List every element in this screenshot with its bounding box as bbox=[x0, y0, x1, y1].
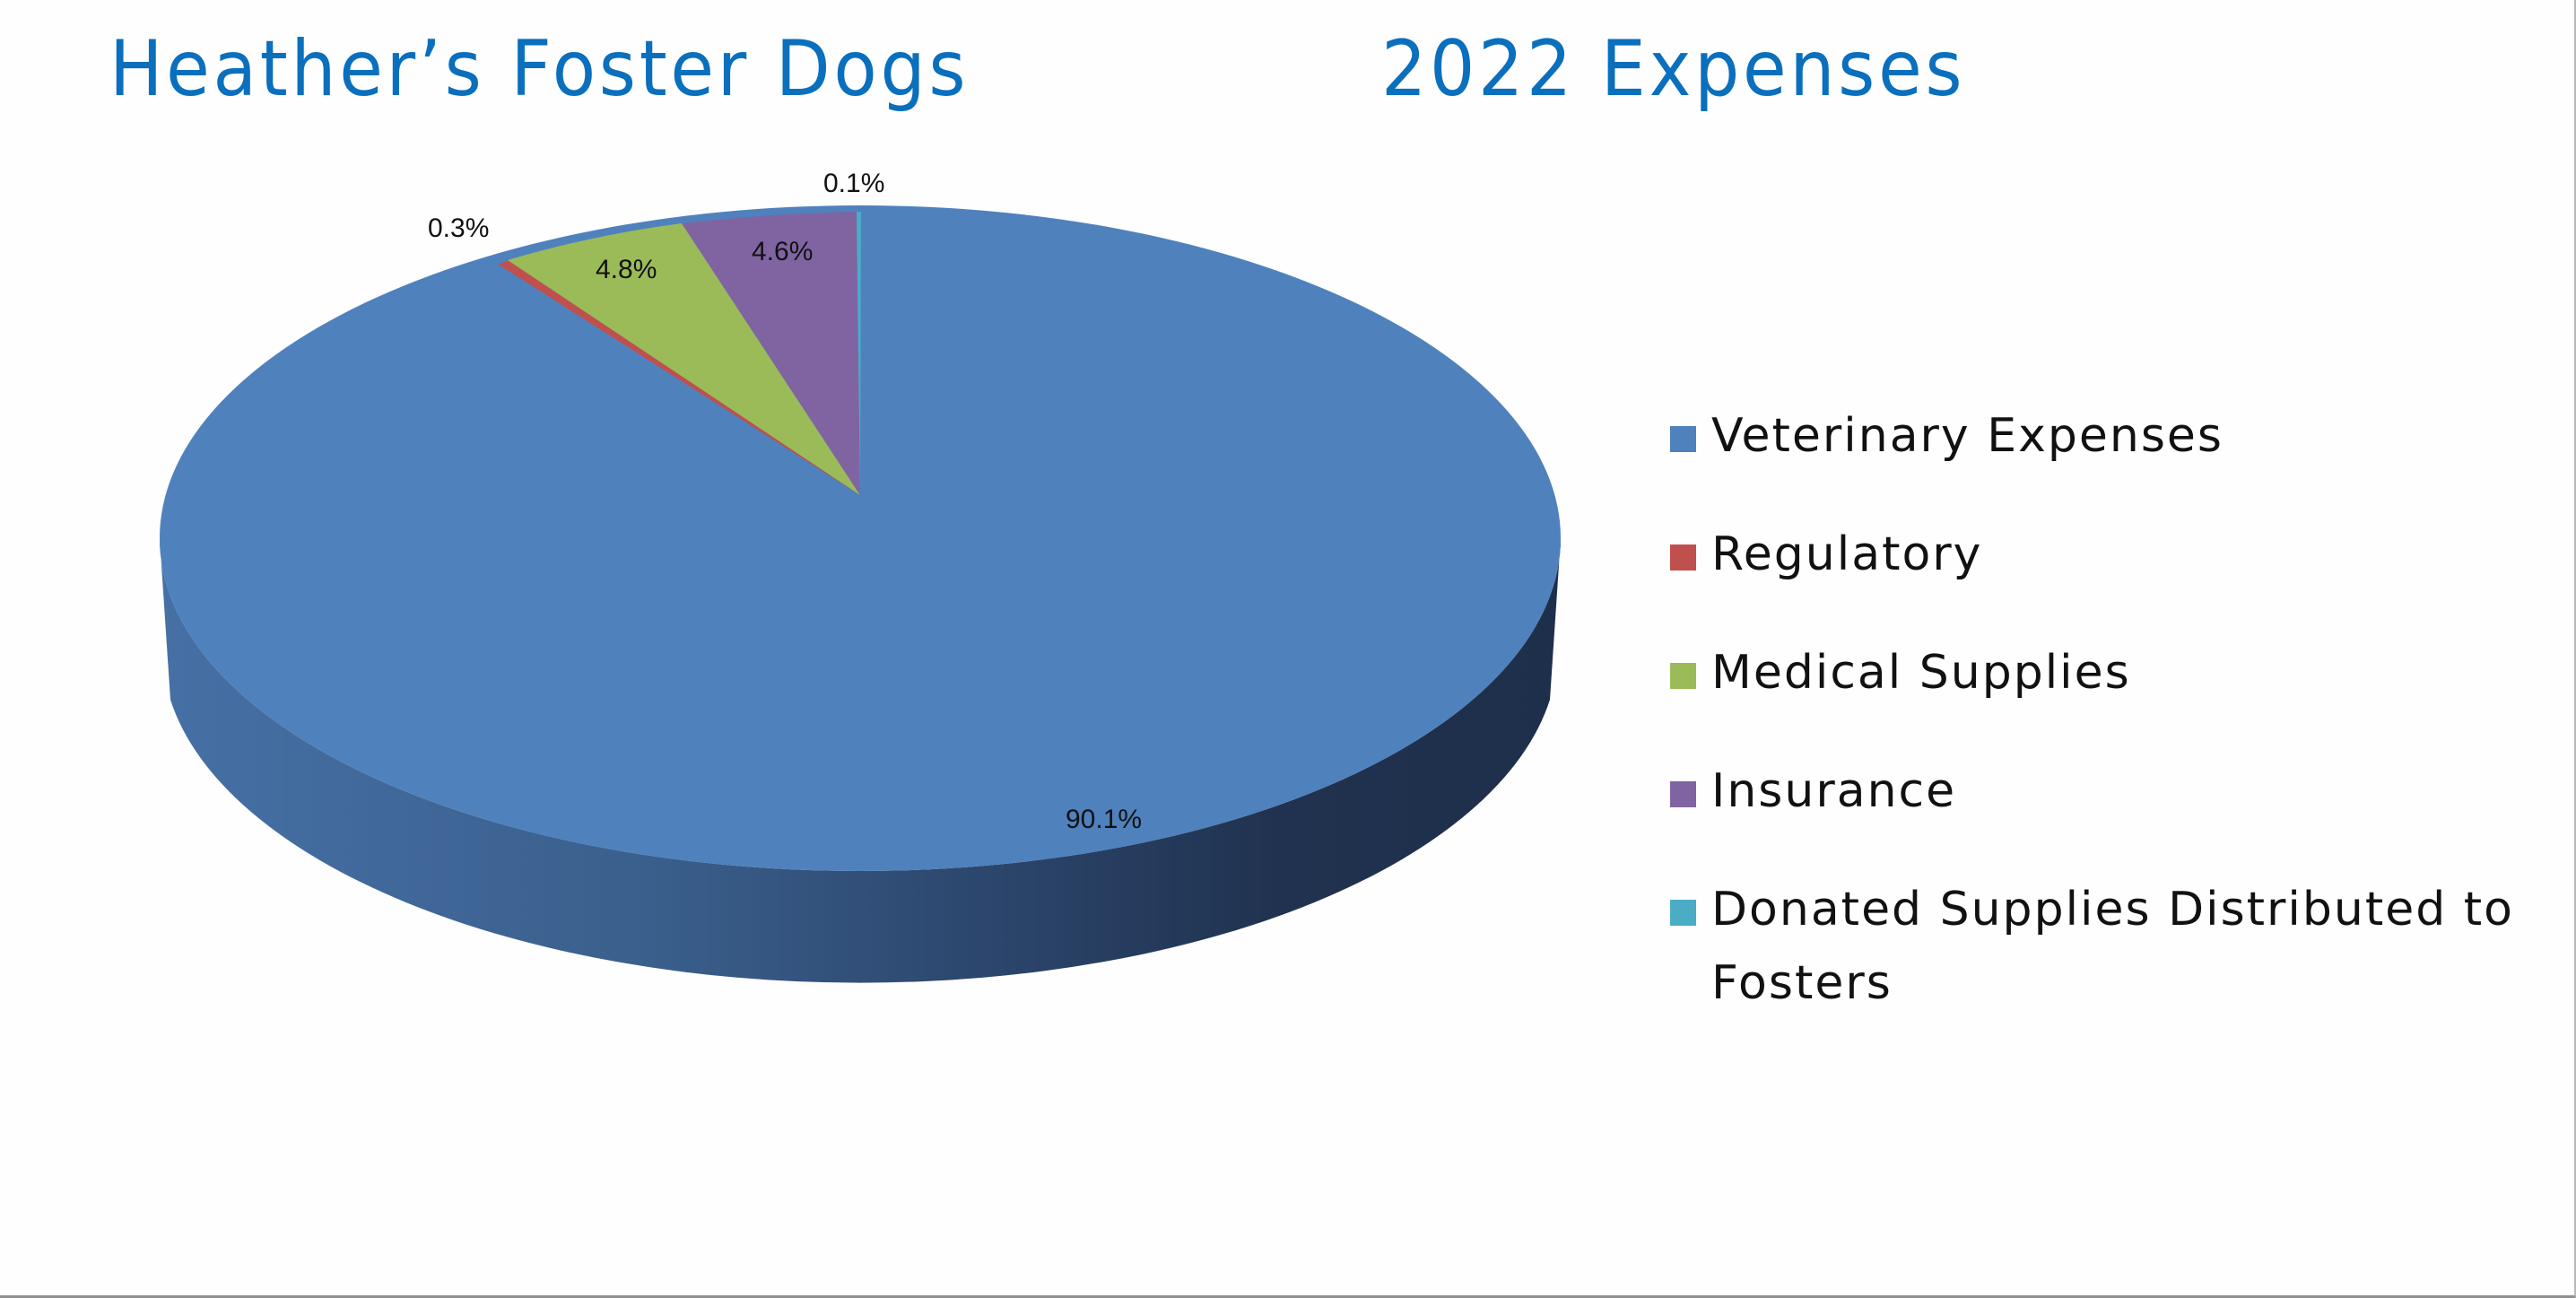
legend-swatch-icon bbox=[1670, 781, 1696, 807]
data-label-insurance: 4.6% bbox=[752, 237, 813, 266]
legend-item-donated-supplies[interactable]: Donated Supplies Distributed to Fosters bbox=[1670, 873, 2519, 1020]
legend-item-insurance[interactable]: Insurance bbox=[1670, 754, 1956, 828]
data-label-donated-supplies: 0.1% bbox=[823, 169, 884, 198]
legend-label: Veterinary Expenses bbox=[1711, 409, 2224, 463]
pie-side-wall bbox=[160, 538, 1561, 983]
legend-label: Medical Supplies bbox=[1711, 646, 2131, 700]
chart-title-left: Heather’s Foster Dogs bbox=[109, 24, 970, 114]
slice-veterinary[interactable] bbox=[160, 205, 1561, 871]
legend-swatch-icon bbox=[1670, 663, 1696, 689]
chart-title-right: 2022 Expenses bbox=[1381, 24, 1966, 114]
slice-regulatory[interactable] bbox=[499, 260, 860, 495]
data-label-regulatory: 0.3% bbox=[428, 213, 489, 243]
legend-label: Donated Supplies Distributed to Fosters bbox=[1711, 883, 2514, 1010]
data-label-veterinary: 90.1% bbox=[1066, 805, 1142, 834]
legend-item-regulatory[interactable]: Regulatory bbox=[1670, 518, 1982, 591]
legend-label: Regulatory bbox=[1711, 527, 1983, 581]
legend-item-medical-supplies[interactable]: Medical Supplies bbox=[1670, 636, 2131, 710]
legend-swatch-icon bbox=[1670, 544, 1696, 571]
legend-swatch-icon bbox=[1670, 426, 1696, 452]
slice-donated-supplies[interactable] bbox=[857, 212, 861, 495]
slice-insurance[interactable] bbox=[682, 212, 860, 495]
slice-medical-supplies[interactable] bbox=[508, 223, 860, 495]
data-label-medical-supplies: 4.8% bbox=[596, 255, 657, 284]
legend-swatch-icon bbox=[1670, 900, 1696, 926]
legend-label: Insurance bbox=[1711, 764, 1957, 818]
legend-item-veterinary[interactable]: Veterinary Expenses bbox=[1670, 399, 2224, 473]
